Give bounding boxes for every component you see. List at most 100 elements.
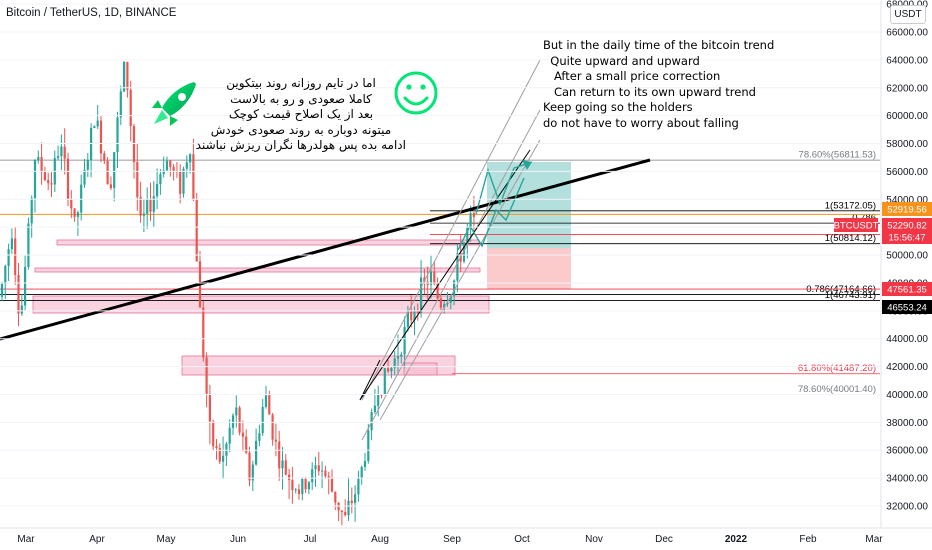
candle-body [152, 196, 155, 212]
channel-lower [361, 109, 541, 441]
candle-body [27, 223, 30, 267]
candle-body [321, 470, 324, 472]
candle-body [314, 465, 317, 470]
candle-body [360, 467, 363, 478]
candle-body [0, 283, 4, 297]
price-zone [56, 239, 480, 246]
price-label-box [882, 202, 932, 216]
price-label: 46553.24 [887, 303, 927, 314]
x-tick-label: Jul [304, 534, 317, 545]
x-tick-label: Nov [585, 534, 603, 545]
candle-body [222, 455, 225, 462]
y-tick-label: 40000.00 [886, 390, 928, 401]
candle-body [416, 311, 419, 313]
candle-body [208, 393, 211, 422]
candle-body [255, 440, 258, 465]
fib-label: 1(46743.91) [825, 290, 876, 301]
candle-body [406, 311, 409, 328]
drawings-layer [0, 59, 651, 441]
y-tick-label: 66000.00 [886, 28, 928, 39]
y-tick-label: 58000.00 [886, 139, 928, 150]
candle-body [347, 500, 350, 516]
y-tick-label: 34000.00 [886, 474, 928, 485]
candle-body [60, 146, 63, 157]
candle-body [129, 89, 132, 127]
candle-body [139, 197, 142, 216]
candle-body [182, 168, 185, 194]
candle-body [383, 368, 386, 395]
candle-body [235, 407, 238, 416]
candle-body [106, 160, 109, 185]
y-tick-label: 38000.00 [886, 418, 928, 429]
candle-body [205, 357, 208, 394]
y-tick-label: 50000.00 [886, 251, 928, 262]
farsi-annotation: اما در تایم روزانه روند بیتکوین کاملا صع… [196, 76, 406, 154]
price-zone [403, 362, 438, 376]
english-annotation: But in the daily time of the bitcoin tre… [543, 38, 774, 131]
y-tick-label: 32000.00 [886, 502, 928, 513]
candle-body [99, 120, 103, 154]
candle-body [307, 482, 310, 490]
candle-body [337, 502, 340, 511]
candle-body [146, 199, 149, 214]
farsi-line: میتونه دوباره به روند صعودی خودش [210, 122, 392, 137]
support-line [359, 149, 531, 401]
candle-body [413, 311, 416, 321]
candle-body [324, 470, 327, 477]
icons-layer [152, 71, 438, 126]
y-tick-label: 42000.00 [886, 362, 928, 373]
candle-body [4, 265, 7, 284]
fib-label: 78.60%(40001.40) [798, 384, 876, 395]
candle-body [446, 302, 449, 305]
candle-body [231, 415, 235, 428]
chart-title: Bitcoin / TetherUS, 1D, BINANCE [6, 7, 177, 19]
candle-body [311, 469, 314, 483]
english-line: do not have to worry about falling [543, 115, 739, 130]
candle-body [330, 478, 334, 492]
candle-body [410, 311, 413, 321]
candle-body [212, 421, 215, 447]
candle-body [169, 160, 172, 167]
candle-body [261, 406, 264, 434]
candle-body [30, 198, 33, 224]
candle-body [116, 117, 119, 153]
x-tick-label: 2022 [725, 534, 748, 545]
candle-body [258, 433, 261, 441]
candle-body [86, 160, 89, 170]
candle-body [396, 356, 400, 359]
fib-label: 0.786(47164.66) [806, 284, 876, 295]
y-tick-label: 62000.00 [886, 83, 928, 94]
currency-button[interactable]: USDT [890, 5, 926, 24]
x-tick-label: Aug [371, 534, 389, 545]
candle-body [327, 476, 330, 479]
candle-body [363, 461, 367, 468]
candle-body [109, 184, 112, 189]
candle-body [47, 180, 50, 184]
fib-levels-layer: 78.60%(56811.53)1(53172.05)0.78661.80%1(… [0, 150, 880, 395]
candle-body [373, 405, 376, 412]
candle-body [90, 127, 93, 161]
candle-body [278, 441, 281, 469]
candle-body [281, 460, 284, 469]
smiley-icon [394, 71, 438, 115]
price-label-box [834, 218, 878, 232]
candle-body [132, 126, 136, 163]
candle-body [192, 154, 195, 200]
price-label-box [882, 218, 932, 232]
candle-body [195, 199, 198, 262]
candle-body [268, 395, 271, 415]
candle-body [156, 184, 159, 197]
candle-body [14, 238, 17, 275]
candle-body [453, 280, 456, 297]
projection-arrow [522, 160, 532, 170]
candle-body [429, 271, 433, 285]
projection-path [475, 161, 533, 215]
candle-body [449, 296, 452, 303]
candle-body [294, 489, 297, 491]
price-label: 52290.82 [887, 221, 927, 232]
candle-body [93, 126, 96, 128]
price-label-box [882, 282, 932, 296]
